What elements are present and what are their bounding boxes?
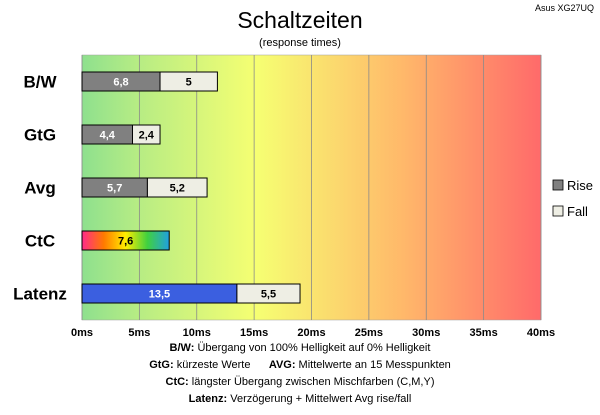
legend-label: Fall	[567, 204, 588, 219]
data-label: 6,8	[113, 77, 128, 89]
data-label: 5,7	[107, 183, 122, 195]
chart-subtitle: (response times)	[259, 37, 341, 49]
bar-fall	[146, 177, 208, 198]
footnote-latenz: Latenz: Verzögerung + Mittelwert Avg ris…	[188, 393, 412, 405]
bar-rise	[81, 230, 170, 251]
x-tick-label: 35ms	[470, 327, 498, 339]
x-tick-label: 5ms	[128, 327, 150, 339]
bar-fall	[131, 124, 161, 145]
chart-title: Schaltzeiten	[237, 7, 362, 33]
x-tick-label: 25ms	[355, 327, 383, 339]
x-tick-label: 20ms	[297, 327, 325, 339]
x-tick-label: 10ms	[183, 327, 211, 339]
legend-label: Rise	[567, 178, 593, 193]
data-label: 4,4	[100, 130, 116, 142]
category-label: GtG	[24, 126, 56, 145]
category-label: CtC	[25, 232, 55, 251]
category-labels: B/W GtG Avg CtC Latenz	[13, 73, 67, 304]
x-tick-label: 40ms	[527, 327, 555, 339]
monitor-model-label: Asus XG27UQ	[535, 3, 594, 13]
x-tick-label: 30ms	[412, 327, 440, 339]
legend-swatch-rise	[552, 179, 564, 191]
category-label: Avg	[24, 179, 56, 198]
data-label: 13,5	[149, 289, 170, 301]
data-label: 5,2	[170, 183, 185, 195]
footnotes: B/W: Übergang von 100% Helligkeit auf 0%…	[0, 340, 600, 408]
x-tick-label: 0ms	[71, 327, 93, 339]
category-label: B/W	[23, 73, 57, 92]
gridlines	[81, 55, 542, 320]
bar-fall	[159, 71, 218, 92]
bar-fall	[236, 283, 301, 304]
legend: Rise Fall	[552, 178, 593, 219]
category-label: Latenz	[13, 285, 67, 304]
legend-swatch-fall	[552, 205, 564, 217]
data-label: 7,6	[118, 236, 133, 248]
data-label: 5,5	[261, 289, 276, 301]
footnote-gtg-avg: GtG: kürzeste Werte AVG: Mittelwerte an …	[149, 359, 451, 371]
data-label: 2,4	[139, 130, 155, 142]
footnote-ctc: CtC: längster Übergang zwischen Mischfar…	[165, 376, 435, 388]
footnote-bw: B/W: Übergang von 100% Helligkeit auf 0%…	[169, 342, 431, 354]
bars: 6,8 5 4,4 2,4 5,7 5,2 7,6 13,5 5,5	[81, 71, 301, 304]
x-tick-label: 15ms	[240, 327, 268, 339]
data-label: 5	[186, 77, 192, 89]
x-axis-ticks: 0ms 5ms 10ms 15ms 20ms 25ms 30ms 35ms 40ms	[71, 327, 555, 339]
